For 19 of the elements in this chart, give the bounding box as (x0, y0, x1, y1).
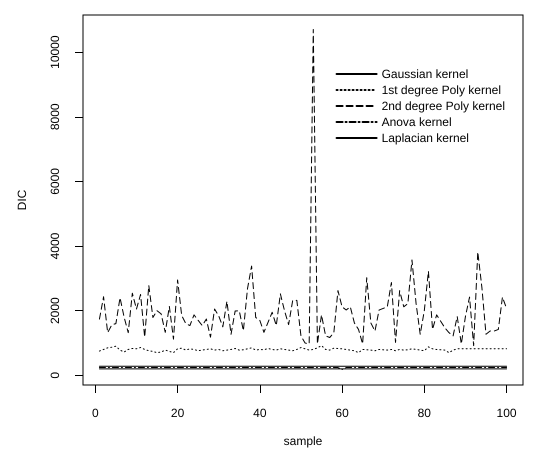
y-tick-label: 8000 (48, 103, 62, 130)
x-tick-label: 60 (335, 406, 350, 420)
x-tick-label: 0 (92, 406, 99, 420)
legend-label: Anova kernel (382, 115, 452, 129)
y-tick-label: 2000 (48, 297, 62, 324)
legend-label: Gaussian kernel (382, 67, 468, 81)
legend-label: Laplacian kernel (382, 131, 469, 145)
x-tick-label: 20 (170, 406, 185, 420)
legend-label: 1st degree Poly kernel (382, 83, 501, 97)
x-tick-label: 40 (253, 406, 267, 420)
y-tick-label: 0 (48, 372, 62, 379)
x-axis-title: sample (284, 434, 323, 448)
y-tick-label: 6000 (48, 168, 62, 195)
y-axis-title: DIC (15, 189, 29, 210)
y-tick-label: 10000 (48, 35, 62, 69)
x-tick-label: 80 (418, 406, 432, 420)
y-tick-label: 4000 (48, 232, 62, 260)
x-tick-label: 100 (496, 406, 517, 420)
legend-label: 2nd degree Poly kernel (382, 99, 506, 113)
